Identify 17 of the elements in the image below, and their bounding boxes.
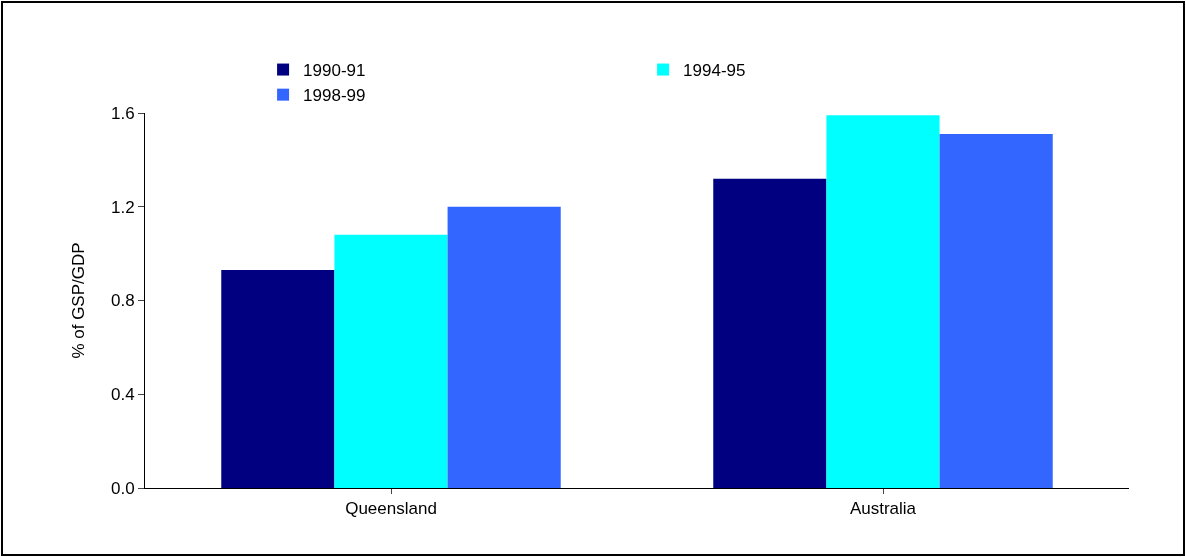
x-tick-label: Australia [849,499,917,519]
y-tick-label: 0.0 [110,478,135,498]
legend-label: 1990-91 [303,61,366,81]
legend-label: 1994-95 [683,61,746,81]
bar [826,115,940,488]
bar [221,270,335,488]
bar [447,206,561,488]
y-tick-label: 0.4 [110,385,135,405]
bar [713,178,827,488]
legend-label: 1998-99 [303,86,366,106]
y-tick-label: 1.2 [110,197,135,217]
bar [334,234,448,488]
y-tick-label: 0.8 [110,291,135,311]
y-axis-title: % of GSP/GDP [68,242,88,359]
bar [939,134,1053,488]
y-tick-label: 1.6 [110,103,135,123]
x-tick-label: Queensland [345,499,437,519]
